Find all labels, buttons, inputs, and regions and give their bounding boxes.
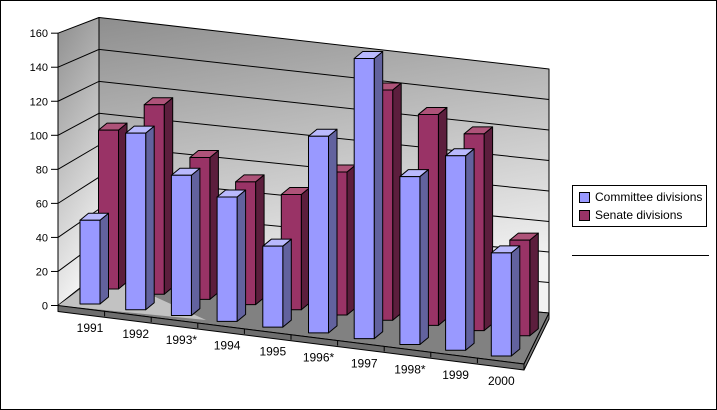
bar-committee-1992[interactable] xyxy=(125,125,155,311)
y-tick-label-0: 0 xyxy=(42,301,48,313)
bar-committee-1994[interactable] xyxy=(216,189,247,322)
y-tick-label-20: 20 xyxy=(36,266,48,278)
y-tick-label-120: 120 xyxy=(30,96,48,108)
x-category-label-2000: 2000 xyxy=(488,374,515,388)
y-tick-label-80: 80 xyxy=(36,164,48,176)
legend-label-senate: Senate divisions xyxy=(595,208,683,222)
x-category-label-1994: 1994 xyxy=(214,339,241,353)
bar-committee-1991-face[interactable] xyxy=(79,219,101,305)
x-category-label-1991: 1991 xyxy=(77,321,104,335)
bar-committee-1997-face[interactable] xyxy=(373,51,384,340)
bar-committee-1995-face[interactable] xyxy=(282,238,292,328)
bar-committee-1998*-face[interactable] xyxy=(419,169,429,345)
bar-committee-1997-face[interactable] xyxy=(353,58,375,340)
legend-swatch-committee xyxy=(579,191,590,203)
legend-swatch-senate xyxy=(579,209,590,221)
bar-committee-1996*[interactable] xyxy=(308,128,338,334)
y-tick-label-140: 140 xyxy=(30,62,48,74)
legend-label-committee: Committee divisions xyxy=(595,190,703,204)
y-tick-label-40: 40 xyxy=(36,232,48,244)
x-category-label-1993*: 1993* xyxy=(166,333,198,347)
bar-committee-1994-face[interactable] xyxy=(236,189,247,322)
bar-committee-1999[interactable] xyxy=(445,148,475,351)
y-tick-label-60: 60 xyxy=(36,198,48,210)
x-category-label-1998*: 1998* xyxy=(394,362,426,376)
x-category-label-1996*: 1996* xyxy=(303,351,335,365)
x-category-label-1995: 1995 xyxy=(259,345,286,359)
bar-committee-1992-face[interactable] xyxy=(125,132,147,311)
bar-committee-1997[interactable] xyxy=(353,51,384,340)
x-category-label-1992: 1992 xyxy=(122,327,149,341)
legend-item-committee[interactable]: Committee divisions xyxy=(579,190,706,204)
bar-committee-2000[interactable] xyxy=(490,245,521,357)
bar-committee-1996*-face[interactable] xyxy=(328,128,338,334)
bar-committee-1993*-face[interactable] xyxy=(190,167,201,317)
bar-committee-1995-face[interactable] xyxy=(262,245,284,328)
x-category-label-1999: 1999 xyxy=(442,368,469,382)
bar-committee-1996*-face[interactable] xyxy=(308,135,329,334)
bar-committee-1993*-face[interactable] xyxy=(170,174,192,317)
bar-committee-1994-face[interactable] xyxy=(216,196,238,322)
x-category-label-1997: 1997 xyxy=(351,356,378,370)
bar-committee-1995[interactable] xyxy=(262,238,292,328)
separator-line xyxy=(572,255,709,256)
bar-committee-1992-face[interactable] xyxy=(145,125,155,311)
y-tick-label-100: 100 xyxy=(30,130,48,142)
bar-senate-2000-face[interactable] xyxy=(529,232,539,337)
legend-item-senate[interactable]: Senate divisions xyxy=(579,208,706,222)
bar-committee-1998*-face[interactable] xyxy=(399,176,421,345)
y-tick-label-160: 160 xyxy=(30,28,48,40)
bar-committee-1999-face[interactable] xyxy=(445,155,467,351)
bar-committee-1999-face[interactable] xyxy=(465,148,475,351)
legend[interactable]: Committee divisions Senate divisions xyxy=(572,185,707,227)
bar-committee-1993*[interactable] xyxy=(170,167,201,317)
bar-committee-2000-face[interactable] xyxy=(510,245,521,357)
bar-committee-1991-face[interactable] xyxy=(99,212,109,305)
bar-committee-1998*[interactable] xyxy=(399,169,429,345)
bar-committee-2000-face[interactable] xyxy=(490,252,512,357)
bar-committee-1991[interactable] xyxy=(79,212,109,305)
